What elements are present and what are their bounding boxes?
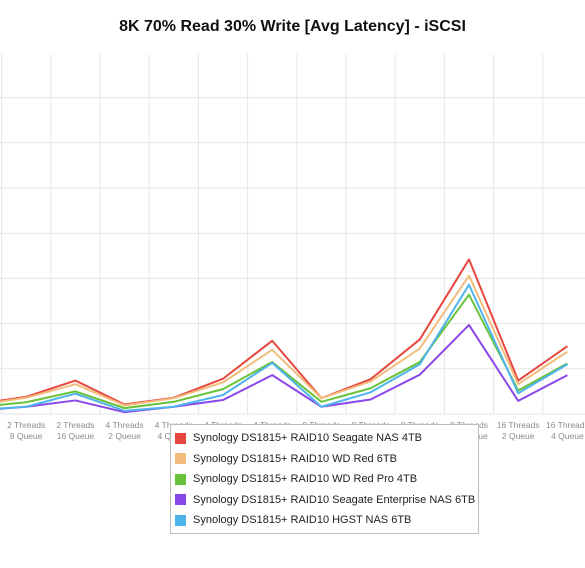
series-lines <box>0 258 568 414</box>
legend-label: Synology DS1815+ RAID10 Seagate Enterpri… <box>193 493 476 506</box>
legend-label: Synology DS1815+ RAID10 WD Red Pro 4TB <box>193 473 418 486</box>
series-line <box>0 283 568 412</box>
legend-swatch <box>175 473 186 485</box>
chart-title: 8K 70% Read 30% Write [Avg Latency] - iS… <box>119 18 466 35</box>
legend-item[interactable]: Synology DS1815+ RAID10 WD Red Pro 4TB <box>171 469 478 490</box>
legend-item[interactable]: Synology DS1815+ RAID10 Seagate NAS 4TB <box>171 428 478 449</box>
legend-label: Synology DS1815+ RAID10 Seagate NAS 4TB <box>193 432 422 445</box>
legend-item[interactable]: Synology DS1815+ RAID10 WD Red 6TB <box>171 449 478 470</box>
legend-item[interactable]: Synology DS1815+ RAID10 Seagate Enterpri… <box>171 490 478 511</box>
chart-grid <box>0 54 585 415</box>
legend-swatch <box>175 494 186 506</box>
x-tick-label: 2 Threads 16 Queue <box>56 420 94 441</box>
x-tick-label: 16 Threads 4 Queue <box>546 420 585 441</box>
series-line <box>0 274 568 407</box>
legend-swatch <box>175 514 186 526</box>
legend-label: Synology DS1815+ RAID10 HGST NAS 6TB <box>193 514 412 527</box>
x-tick-label: 2 Threads 8 Queue <box>7 420 45 441</box>
series-line <box>0 258 568 406</box>
x-tick-label: 16 Threads 2 Queue <box>497 420 540 441</box>
x-tick-label: 4 Threads 2 Queue <box>106 420 144 441</box>
legend-swatch <box>175 453 186 465</box>
legend-label: Synology DS1815+ RAID10 WD Red 6TB <box>193 452 397 465</box>
chart-legend: Synology DS1815+ RAID10 Seagate NAS 4TB S… <box>170 424 479 534</box>
legend-item[interactable]: Synology DS1815+ RAID10 HGST NAS 6TB <box>171 510 478 531</box>
legend-swatch <box>175 432 186 444</box>
series-line <box>0 323 568 414</box>
